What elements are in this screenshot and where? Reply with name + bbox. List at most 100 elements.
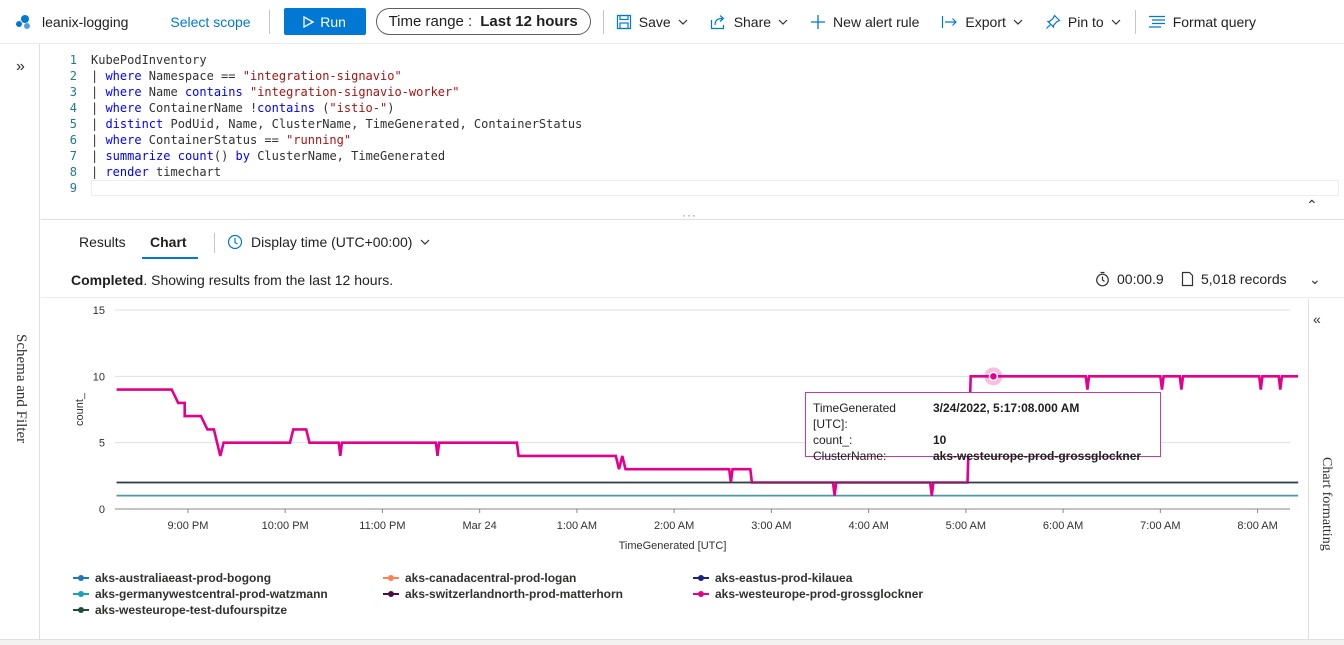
time-range-picker[interactable]: Time range : Last 12 hours bbox=[375, 8, 591, 35]
display-time-dropdown[interactable]: Display time (UTC+00:00) bbox=[227, 234, 430, 250]
line-number: 1 bbox=[69, 53, 77, 67]
x-tick-label: 11:00 PM bbox=[359, 520, 405, 532]
code-line[interactable]: 9 bbox=[41, 180, 77, 196]
code-line[interactable]: 8 | render timechart bbox=[41, 164, 221, 180]
tab-divider bbox=[214, 233, 215, 253]
code-keyword: contains bbox=[257, 101, 315, 115]
format-query-label: Format query bbox=[1172, 13, 1256, 30]
share-button[interactable]: Share bbox=[710, 14, 788, 30]
play-icon bbox=[303, 15, 315, 28]
legend-label: aks-australiaeast-prod-bogong bbox=[95, 571, 272, 585]
legend-item[interactable]: aks-germanywestcentral-prod-watzmann bbox=[73, 587, 328, 601]
chevron-down-icon bbox=[778, 19, 788, 25]
code-string: "integration-signavio-worker" bbox=[249, 85, 460, 99]
document-icon bbox=[1181, 271, 1194, 287]
time-range-value: Last 12 hours bbox=[480, 13, 578, 30]
run-button[interactable]: Run bbox=[283, 8, 366, 35]
x-tick-label: 8:00 AM bbox=[1237, 520, 1277, 532]
expand-formatting-icon[interactable]: « bbox=[1313, 311, 1321, 327]
code-token: ( bbox=[314, 101, 330, 115]
x-tick-label: Mar 24 bbox=[463, 520, 497, 532]
code-line[interactable]: 7 | summarize count() by ClusterName, Tim… bbox=[41, 148, 445, 164]
run-label: Run bbox=[320, 13, 346, 30]
toolbar-divider bbox=[268, 9, 270, 34]
legend-item[interactable]: aks-eastus-prod-kilauea bbox=[693, 571, 852, 585]
code-token: ClusterName, TimeGenerated bbox=[249, 149, 446, 163]
x-tick-label: 4:00 AM bbox=[848, 520, 888, 532]
code-line[interactable]: 4 | where ContainerName !contains ("istio… bbox=[41, 100, 395, 116]
export-button[interactable]: Export bbox=[941, 14, 1023, 30]
code-line[interactable]: 1 KubePodInventory bbox=[41, 52, 207, 68]
pin-to-button[interactable]: Pin to bbox=[1045, 14, 1121, 30]
x-tick-label: 5:00 AM bbox=[946, 520, 986, 532]
workspace[interactable]: leanix-logging bbox=[14, 13, 128, 31]
schema-filter-label[interactable]: Schema and Filter bbox=[13, 334, 29, 444]
timechart[interactable]: 0 5 10 15 9:00 PM 10:00 PM 11:00 PM Mar 24 1:00 … bbox=[41, 299, 1308, 639]
current-line-highlight bbox=[91, 180, 1339, 196]
line-number: 9 bbox=[69, 181, 77, 195]
code-token: Name bbox=[141, 85, 185, 99]
code-line[interactable]: 2 | where Namespace == "integration-signa… bbox=[41, 68, 402, 84]
line-number: 3 bbox=[69, 85, 77, 99]
tab-chart[interactable]: Chart bbox=[150, 234, 187, 250]
x-tick-label: 2:00 AM bbox=[654, 520, 694, 532]
legend-item[interactable]: aks-switzerlandnorth-prod-matterhorn bbox=[383, 587, 623, 601]
code-token: | bbox=[91, 133, 106, 147]
code-token: | bbox=[91, 69, 106, 83]
legend-item[interactable]: aks-westeurope-test-dufourspitze bbox=[73, 603, 287, 617]
x-tick-label: 6:00 AM bbox=[1043, 520, 1083, 532]
code-token: | bbox=[91, 149, 106, 163]
time-range-label: Time range : bbox=[388, 13, 473, 30]
legend-item[interactable]: aks-westeurope-prod-grossglockner bbox=[693, 587, 923, 601]
highlight-point bbox=[988, 371, 999, 382]
x-tick-label: 9:00 PM bbox=[167, 520, 208, 532]
code-token: PodUid, Name, ClusterName, TimeGenerated… bbox=[163, 117, 583, 131]
code-text: | summarize count() by ClusterName, Time… bbox=[91, 148, 445, 164]
legend-swatch bbox=[693, 591, 709, 597]
code-token: ContainerStatus == bbox=[141, 133, 287, 147]
code-keyword: where bbox=[105, 69, 142, 83]
code-text: | distinct PodUid, Name, ClusterName, Ti… bbox=[91, 116, 582, 132]
query-editor[interactable]: 1 KubePodInventory 2 | where Namespace == "… bbox=[41, 45, 1344, 215]
code-line[interactable]: 5 | distinct PodUid, Name, ClusterName, T… bbox=[41, 116, 583, 132]
collapse-editor-icon[interactable]: ⌃ bbox=[1306, 197, 1318, 213]
new-alert-rule-button[interactable]: New alert rule bbox=[810, 14, 919, 30]
line-number: 8 bbox=[69, 165, 77, 179]
code-token bbox=[170, 149, 177, 163]
legend-label: aks-canadacentral-prod-logan bbox=[405, 571, 577, 585]
y-tick-label: 5 bbox=[99, 438, 105, 450]
workspace-name: leanix-logging bbox=[42, 13, 129, 30]
status-completed: Completed bbox=[71, 272, 144, 288]
display-time-label: Display time (UTC+00:00) bbox=[251, 234, 413, 250]
results-tabs: Results Chart Display time (UTC+00:00) bbox=[41, 226, 1344, 260]
legend-item[interactable]: aks-australiaeast-prod-bogong bbox=[73, 571, 271, 585]
legend-swatch bbox=[73, 575, 89, 581]
code-keyword: contains bbox=[184, 85, 243, 99]
chevron-double-down-icon[interactable]: ⌄ bbox=[1309, 271, 1321, 287]
format-query-button[interactable]: Format query bbox=[1148, 14, 1256, 30]
legend-item[interactable]: aks-canadacentral-prod-logan bbox=[383, 571, 576, 585]
bottom-scrollbar[interactable] bbox=[0, 639, 1344, 645]
code-line[interactable]: 3 | where Name contains "integration-sign… bbox=[41, 84, 460, 100]
code-line[interactable]: 6 | where ContainerStatus == "running" bbox=[41, 132, 351, 148]
editor-splitter[interactable]: ··· bbox=[41, 208, 1344, 222]
select-scope-link[interactable]: Select scope bbox=[170, 13, 251, 30]
tooltip-value-cluster: aks-westeurope-prod-grossglockner bbox=[933, 449, 1142, 463]
legend-label: aks-switzerlandnorth-prod-matterhorn bbox=[405, 587, 624, 601]
tooltip-key-count: count_: bbox=[813, 433, 853, 447]
legend-swatch bbox=[73, 607, 89, 613]
tab-results[interactable]: Results bbox=[79, 234, 126, 250]
save-button[interactable]: Save bbox=[616, 14, 688, 30]
splitter-grip-icon[interactable]: ··· bbox=[682, 208, 697, 222]
chart-formatting-label[interactable]: Chart formatting bbox=[1319, 457, 1334, 551]
expand-panel-icon[interactable]: » bbox=[16, 58, 25, 75]
toolbar: leanix-logging Select scope Run Time ran… bbox=[0, 0, 1344, 44]
save-icon bbox=[616, 14, 631, 29]
share-icon bbox=[710, 14, 725, 29]
chevron-down-icon bbox=[1111, 19, 1121, 25]
tooltip-value-time: 3/24/2022, 5:17:08.000 AM bbox=[933, 401, 1080, 415]
legend-swatch bbox=[383, 591, 399, 597]
tooltip-key-cluster: ClusterName: bbox=[813, 449, 887, 463]
code-string: "running" bbox=[286, 133, 352, 147]
y-axis-label: count_ bbox=[74, 392, 86, 426]
